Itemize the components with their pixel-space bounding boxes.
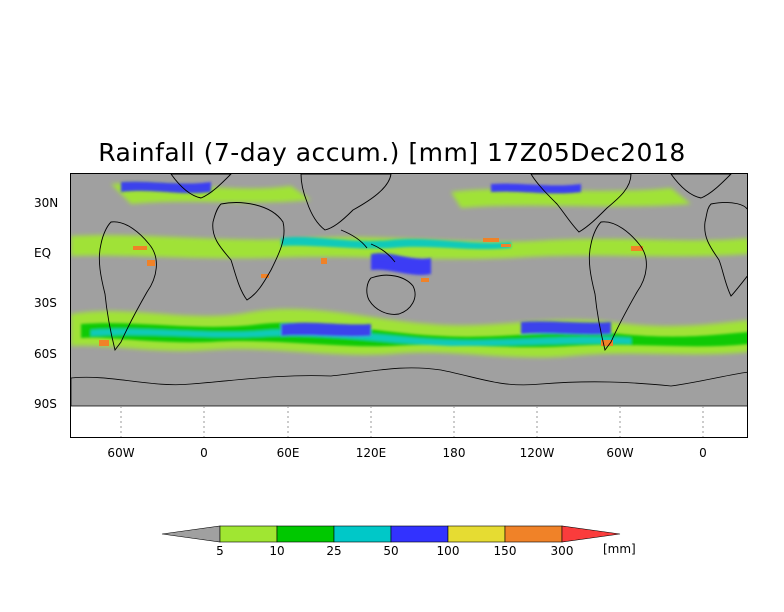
coastline-north-america xyxy=(530,174,632,233)
rain-band-blue-south xyxy=(281,322,371,337)
rain-band-cyan-itcz xyxy=(281,237,511,250)
legend-below-triangle xyxy=(161,525,221,543)
x-tick-label-60e: 60E xyxy=(276,446,300,460)
heavy-rain-spot xyxy=(147,260,155,266)
legend-bin-25-50 xyxy=(333,525,392,543)
legend-tick-5: 5 xyxy=(216,544,224,558)
color-legend: 5 10 25 50 100 150 300 [mm] xyxy=(160,524,640,564)
heavy-rain-spot xyxy=(99,340,109,346)
y-tick-label-90s: 90S xyxy=(34,397,57,411)
heavy-rain-spot xyxy=(321,258,327,264)
heavy-rain-spot xyxy=(601,340,613,346)
legend-unit-label: [mm] xyxy=(603,542,636,556)
legend-colorbar xyxy=(161,525,621,543)
x-tick-label-180: 180 xyxy=(442,446,466,460)
rain-band-blue-maritime xyxy=(371,253,431,275)
legend-tick-150: 150 xyxy=(493,544,517,558)
map-background xyxy=(71,174,747,406)
x-tick-label-60w-2: 60W xyxy=(606,446,634,460)
coastline-europe-2 xyxy=(670,174,732,199)
rain-band-blue-north-2 xyxy=(491,183,581,194)
heavy-rain-spot xyxy=(133,246,147,250)
y-tick-label-eq: EQ xyxy=(34,246,52,260)
heavy-rain-spot xyxy=(483,238,499,242)
y-tick-label-60s: 60S xyxy=(34,347,57,361)
rain-band-blue-south-2 xyxy=(521,321,611,335)
heavy-rain-spot xyxy=(261,274,269,278)
x-tick-label-0: 0 xyxy=(200,446,208,460)
rain-band-cyan-south xyxy=(91,329,631,346)
coastline-asia xyxy=(300,174,392,231)
coastline-africa-2 xyxy=(704,202,747,297)
legend-bin-5-10 xyxy=(219,525,278,543)
antarctica xyxy=(71,367,747,407)
heavy-rain-spots xyxy=(99,238,643,346)
legend-tick-10: 10 xyxy=(269,544,285,558)
map-title: Rainfall (7-day accum.) [mm] 17Z05Dec201… xyxy=(98,138,686,167)
legend-tick-50: 50 xyxy=(383,544,399,558)
y-tick-label-30s: 30S xyxy=(34,296,57,310)
coastline-south-america xyxy=(98,221,157,352)
coastline-maritime xyxy=(340,229,396,263)
legend-above-triangle xyxy=(561,525,621,543)
legend-bin-10-25 xyxy=(276,525,335,543)
heavy-rain-spot xyxy=(631,246,643,251)
heavy-rain-spot xyxy=(501,244,511,247)
coastlines xyxy=(98,174,747,352)
coastline-europe xyxy=(170,174,232,199)
rain-band-blue-north xyxy=(121,181,211,194)
legend-bin-150-300 xyxy=(504,525,563,543)
heavy-rain-spot xyxy=(421,278,429,282)
legend-bin-100-150 xyxy=(447,525,506,543)
legend-tick-300: 300 xyxy=(550,544,574,558)
rainfall-map xyxy=(70,173,748,438)
rain-band-green-north-2 xyxy=(451,188,691,208)
legend-tick-100: 100 xyxy=(436,544,460,558)
x-tick-label-0-2: 0 xyxy=(699,446,707,460)
coastline-south-america-2 xyxy=(588,221,647,352)
legend-tick-25: 25 xyxy=(326,544,342,558)
legend-bin-50-100 xyxy=(390,525,449,543)
x-tick-label-120e: 120E xyxy=(355,446,387,460)
coastline-africa xyxy=(212,202,285,301)
coastline-australia xyxy=(366,274,416,315)
meridian-ticks xyxy=(120,406,704,437)
rain-band-green-itcz xyxy=(71,235,747,260)
rainfall-map-canvas xyxy=(71,174,747,437)
y-tick-label-30n: 30N xyxy=(34,196,59,210)
x-tick-label-60w: 60W xyxy=(107,446,135,460)
no-data-band xyxy=(71,406,747,437)
x-tick-label-120w: 120W xyxy=(519,446,555,460)
